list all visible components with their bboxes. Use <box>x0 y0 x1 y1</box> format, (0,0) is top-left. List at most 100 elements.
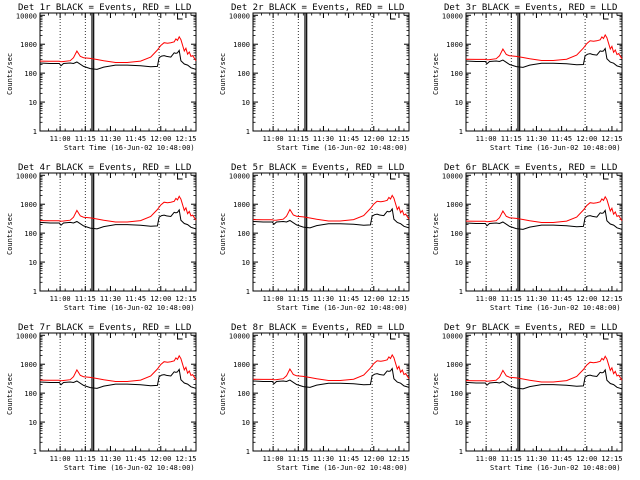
x-tick-label: 11:15 <box>501 455 522 463</box>
y-tick-label: 10000 <box>229 172 250 180</box>
y-axis-label: Counts/sec <box>219 53 227 95</box>
y-tick-label: 1 <box>33 128 37 136</box>
y-tick-label: 10000 <box>16 12 37 20</box>
y-tick-label: 1000 <box>233 41 250 49</box>
x-tick-label: 11:30 <box>313 135 334 143</box>
bracket-marker <box>603 173 609 180</box>
plot-frame <box>252 12 410 132</box>
x-tick-label: 12:15 <box>601 295 622 303</box>
x-tick-label: 12:15 <box>601 455 622 463</box>
x-tick-label: 11:00 <box>476 135 497 143</box>
x-tick-label: 11:15 <box>288 135 309 143</box>
x-axis-label: Start Time (16-Jun-02 10:48:00) <box>277 144 408 152</box>
plot-frame <box>252 172 410 292</box>
events-series-line <box>252 207 410 229</box>
panel-1: Det 1r BLACK = Events, RED = LLD Counts/… <box>6 3 197 152</box>
lld-series-line <box>252 353 410 381</box>
panel-5: Det 5r BLACK = Events, RED = LLD Counts/… <box>219 163 410 312</box>
panel-title: Det 4r BLACK = Events, RED = LLD <box>18 163 191 173</box>
lld-series-line <box>465 33 623 61</box>
y-tick-label: 10000 <box>442 12 463 20</box>
x-axis-label: Start Time (16-Jun-02 10:48:00) <box>64 144 195 152</box>
bracket-marker <box>390 173 396 180</box>
panel-title: Det 1r BLACK = Events, RED = LLD <box>18 3 191 13</box>
x-tick-label: 11:15 <box>501 135 522 143</box>
plot-frame <box>465 332 623 452</box>
y-tick-label: 10 <box>29 99 37 107</box>
x-tick-label: 12:00 <box>576 295 597 303</box>
x-tick-label: 12:00 <box>363 455 384 463</box>
plot-frame <box>39 332 197 452</box>
y-tick-label: 10 <box>242 259 250 267</box>
x-tick-label: 11:45 <box>338 295 359 303</box>
panel-9: Det 9r BLACK = Events, RED = LLD Counts/… <box>432 323 623 472</box>
events-series-line <box>465 47 623 68</box>
panel-title: Det 7r BLACK = Events, RED = LLD <box>18 323 191 333</box>
x-tick-label: 12:00 <box>150 295 171 303</box>
x-tick-label: 11:45 <box>551 455 572 463</box>
x-tick-label: 12:15 <box>388 135 409 143</box>
y-tick-label: 10000 <box>442 172 463 180</box>
bracket-marker <box>603 13 609 20</box>
x-tick-label: 11:00 <box>50 135 71 143</box>
panel-3: Det 3r BLACK = Events, RED = LLD Counts/… <box>432 3 623 152</box>
x-tick-label: 11:30 <box>100 135 121 143</box>
panel-title: Det 6r BLACK = Events, RED = LLD <box>444 163 617 173</box>
x-tick-label: 11:00 <box>263 455 284 463</box>
x-tick-label: 11:45 <box>125 455 146 463</box>
y-tick-label: 10000 <box>229 332 250 340</box>
x-tick-label: 11:15 <box>288 455 309 463</box>
x-tick-label: 12:15 <box>175 295 196 303</box>
x-tick-label: 11:15 <box>501 295 522 303</box>
y-tick-label: 1000 <box>233 201 250 209</box>
bracket-marker <box>177 13 183 20</box>
lld-series-line <box>39 35 197 63</box>
y-tick-label: 1 <box>246 448 250 456</box>
y-tick-label: 1000 <box>20 41 37 49</box>
x-tick-label: 11:45 <box>338 135 359 143</box>
x-tick-label: 11:30 <box>313 455 334 463</box>
y-tick-label: 10 <box>242 419 250 427</box>
x-tick-label: 11:45 <box>551 295 572 303</box>
y-tick-label: 1000 <box>446 361 463 369</box>
y-tick-label: 100 <box>450 70 463 78</box>
panel-title: Det 3r BLACK = Events, RED = LLD <box>444 3 617 13</box>
plot-frame <box>39 172 197 292</box>
y-tick-label: 10 <box>455 99 463 107</box>
events-series-line <box>39 208 197 230</box>
y-tick-label: 10000 <box>229 12 250 20</box>
y-tick-label: 100 <box>237 390 250 398</box>
lld-series-line <box>39 354 197 382</box>
lld-series-line <box>465 355 623 383</box>
x-tick-label: 11:00 <box>476 455 497 463</box>
panel-8: Det 8r BLACK = Events, RED = LLD Counts/… <box>219 323 410 472</box>
panel-7: Det 7r BLACK = Events, RED = LLD Counts/… <box>6 323 197 472</box>
y-tick-label: 10 <box>29 419 37 427</box>
x-axis-label: Start Time (16-Jun-02 10:48:00) <box>277 464 408 472</box>
x-axis-label: Start Time (16-Jun-02 10:48:00) <box>490 464 621 472</box>
plot-frame <box>39 12 197 132</box>
events-series-line <box>465 368 623 390</box>
lld-series-line <box>252 194 410 222</box>
y-tick-label: 10 <box>455 419 463 427</box>
y-tick-label: 10 <box>242 99 250 107</box>
x-tick-label: 11:45 <box>125 295 146 303</box>
panel-4: Det 4r BLACK = Events, RED = LLD Counts/… <box>6 163 197 312</box>
x-tick-label: 12:15 <box>388 295 409 303</box>
x-tick-label: 12:15 <box>175 455 196 463</box>
y-axis-label: Counts/sec <box>432 373 440 415</box>
y-tick-label: 10 <box>29 259 37 267</box>
panel-title: Det 8r BLACK = Events, RED = LLD <box>231 323 404 333</box>
x-tick-label: 11:30 <box>526 295 547 303</box>
y-axis-label: Counts/sec <box>432 213 440 255</box>
panel-title: Det 2r BLACK = Events, RED = LLD <box>231 3 404 13</box>
y-tick-label: 1 <box>459 288 463 296</box>
x-axis-label: Start Time (16-Jun-02 10:48:00) <box>490 144 621 152</box>
y-tick-label: 100 <box>237 70 250 78</box>
y-tick-label: 1 <box>246 288 250 296</box>
x-tick-label: 12:15 <box>388 455 409 463</box>
x-tick-label: 11:30 <box>313 295 334 303</box>
y-axis-label: Counts/sec <box>432 53 440 95</box>
x-tick-label: 12:00 <box>576 135 597 143</box>
